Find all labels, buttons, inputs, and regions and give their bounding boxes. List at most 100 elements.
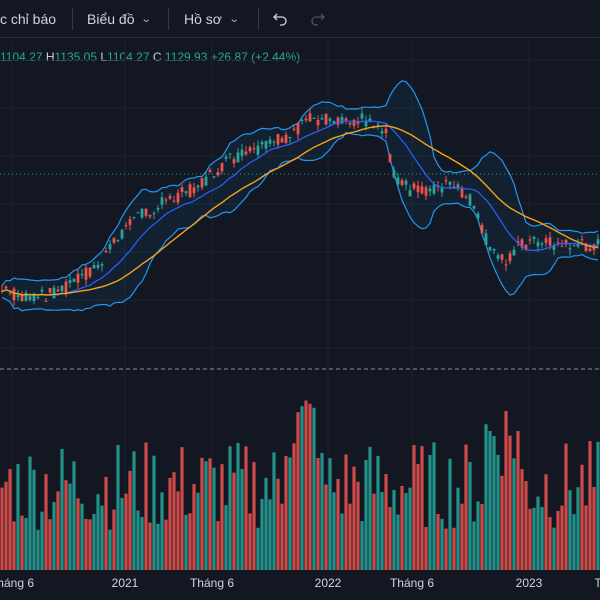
volume-bar (288, 457, 292, 570)
charts-label: Biểu đồ (87, 11, 135, 27)
candle (584, 243, 588, 251)
candle (336, 117, 340, 125)
candle (500, 254, 504, 260)
candle (224, 156, 228, 159)
volume-bar (104, 476, 108, 570)
candle (272, 141, 276, 143)
undo-icon (273, 13, 287, 26)
candle (284, 134, 288, 144)
candle (244, 151, 248, 155)
candle (532, 236, 536, 239)
volume-bar (480, 503, 484, 570)
profile-button[interactable]: Hồ sơ ⌄ (184, 0, 240, 38)
indicators-button[interactable]: c chỉ báo (0, 0, 56, 38)
candle (208, 170, 212, 172)
candle (416, 185, 420, 193)
candle (368, 118, 372, 123)
candle (28, 296, 32, 300)
candle (184, 191, 188, 194)
x-tick-label: Tháng 6 (389, 576, 435, 590)
candle (128, 219, 132, 225)
candle (140, 208, 144, 218)
candle (136, 212, 140, 214)
candle (464, 196, 468, 198)
volume-bar (588, 441, 592, 570)
volume-bar (492, 436, 496, 570)
volume-bar (144, 442, 148, 570)
volume-bar (392, 489, 396, 570)
candle (424, 187, 428, 196)
candle (412, 183, 416, 189)
volume-bar (584, 505, 588, 570)
candle (448, 181, 452, 185)
volume-bar (436, 514, 440, 570)
candle (388, 154, 392, 162)
candle (556, 242, 560, 244)
volume-bar (400, 486, 404, 570)
volume-bar (236, 442, 240, 570)
price-chart[interactable] (0, 0, 600, 570)
candle (400, 180, 404, 186)
candle (320, 118, 324, 120)
volume-bar (416, 463, 420, 570)
volume-bar (52, 502, 56, 570)
candle (268, 139, 272, 144)
volume-bar (476, 501, 480, 570)
volume-bar (84, 518, 88, 570)
candle (580, 239, 584, 241)
candle (484, 233, 488, 245)
volume-bar (212, 467, 216, 570)
candle (480, 224, 484, 234)
candle (444, 180, 448, 182)
toolbar-divider (258, 8, 259, 30)
candle (236, 152, 240, 163)
redo-button[interactable] (310, 0, 326, 38)
volume-bar (64, 480, 68, 570)
candle (12, 288, 16, 300)
volume-bar (224, 505, 228, 570)
chevron-down-icon: ⌄ (228, 13, 240, 25)
volume-bar (100, 505, 104, 570)
volume-bar (32, 469, 36, 570)
chevron-down-icon: ⌄ (141, 13, 153, 25)
candle (252, 148, 256, 150)
volume-bar (0, 487, 4, 570)
candle (112, 237, 116, 243)
volume-bar (472, 521, 476, 570)
volume-bar (564, 443, 568, 570)
volume-bar (580, 464, 584, 570)
candle (360, 113, 364, 119)
volume-bar (88, 519, 92, 570)
volume-bar (176, 491, 180, 570)
volume-bar (148, 522, 152, 570)
candle (392, 170, 396, 178)
volume-bar (328, 458, 332, 570)
volume-bar (164, 519, 168, 570)
redo-icon (311, 13, 325, 26)
candle (160, 197, 164, 205)
volume-bar (132, 451, 136, 570)
candle (216, 172, 220, 176)
candle (100, 264, 104, 266)
volume-bar (432, 442, 436, 570)
close-label: C (152, 50, 162, 64)
volume-bar (260, 499, 264, 570)
indicators-label: c chỉ báo (0, 11, 57, 27)
volume-bar (48, 519, 52, 570)
volume-bar (188, 513, 192, 570)
volume-bar (508, 435, 512, 570)
volume-bar (520, 469, 524, 570)
candle (348, 122, 352, 125)
toolbar-divider (168, 8, 169, 30)
volume-bar (556, 510, 560, 570)
charts-button[interactable]: Biểu đồ ⌄ (87, 0, 153, 38)
candle (16, 294, 20, 298)
volume-bar (592, 486, 596, 570)
candle (72, 278, 76, 282)
volume-bar (96, 494, 100, 570)
undo-button[interactable] (272, 0, 288, 38)
volume-bar (532, 507, 536, 570)
candle (292, 128, 296, 131)
candle (576, 243, 580, 247)
volume-bar (172, 472, 176, 570)
